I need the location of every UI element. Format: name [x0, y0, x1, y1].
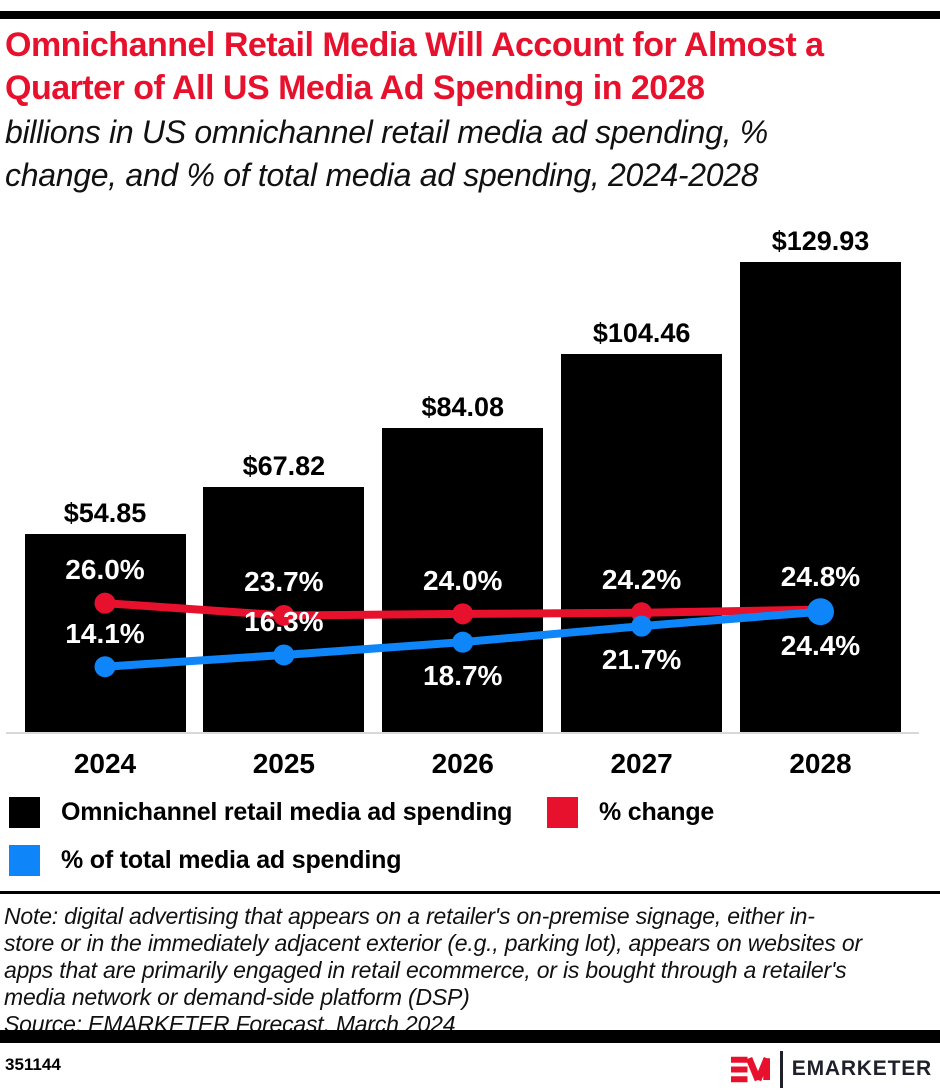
chart-title: Omnichannel Retail Media Will Account fo…	[5, 24, 824, 110]
legend-label: % of total media ad spending	[61, 846, 402, 874]
pct-change-label-2028: 24.8%	[780, 560, 861, 592]
footer-rule	[0, 1030, 940, 1043]
legend-swatch-blue	[9, 845, 40, 876]
top-rule	[0, 11, 940, 19]
pct-change-point-2025	[273, 604, 295, 626]
legend-label: % change	[599, 798, 715, 826]
bar-2024	[24, 534, 186, 733]
emarketer-monogram-icon	[730, 1056, 770, 1082]
pct-of-total-label-2028: 24.4%	[780, 629, 861, 661]
bar-value-label: $54.85	[63, 498, 147, 529]
pct-change-label-2026: 24.0%	[423, 564, 503, 596]
pct-of-total-label-2026: 18.7%	[423, 660, 503, 692]
pct-change-point-2024	[94, 592, 116, 614]
x-axis-label-2024: 2024	[73, 748, 137, 779]
pct-of-total-label-2024: 14.1%	[65, 617, 145, 649]
pct-of-total-label-2025: 16.3%	[244, 605, 324, 637]
bar-value-label: $84.08	[421, 392, 505, 423]
chart-number: 351144	[5, 1055, 61, 1074]
legend-item-pct-change: % change	[547, 797, 714, 828]
chart-area: $54.85 $67.82 $84.08 $104.46 $129.93 26.0% 23.…	[0, 210, 940, 790]
pct-of-total-point-2028	[807, 598, 834, 626]
pct-of-total-point-2024	[94, 656, 116, 678]
note-line: store or in the immediately adjacent ext…	[4, 930, 862, 956]
note-line: Note: digital advertising that appears o…	[4, 903, 815, 929]
brand-name: EMARKETER	[791, 1057, 932, 1080]
chart-subtitle-line-2: change, and % of total media ad spending…	[5, 157, 759, 193]
pct-change-label-2027: 24.2%	[601, 563, 682, 595]
pct-change-label-2024: 26.0%	[65, 554, 145, 586]
legend-swatch-red	[547, 797, 578, 828]
x-axis-line	[6, 732, 919, 734]
pct-of-total-point-2026	[452, 631, 474, 653]
legend: Omnichannel retail media ad spending % c…	[9, 797, 931, 882]
bar-value-label: $104.46	[592, 318, 691, 349]
note-line: media network or demand-side platform (D…	[4, 984, 470, 1010]
bar-2028	[740, 262, 901, 733]
bar-2027	[561, 354, 723, 733]
legend-item-pct-of-total: % of total media ad spending	[9, 845, 401, 876]
bar-2026	[382, 428, 544, 733]
brand-logo: EMARKETER	[730, 1050, 932, 1088]
pct-of-total-point-2027	[631, 615, 653, 637]
legend-item-bar-series: Omnichannel retail media ad spending	[9, 797, 512, 828]
x-axis-label-2028: 2028	[789, 748, 852, 779]
pct-change-point-2026	[452, 603, 474, 625]
chart-title-line-1: Omnichannel Retail Media Will Account fo…	[5, 26, 824, 64]
bar-value-label: $129.93	[771, 226, 870, 256]
chart-title-line-2: Quarter of All US Media Ad Spending in 2…	[5, 69, 705, 107]
logo-divider	[779, 1050, 783, 1088]
pct-of-total-label-2027: 21.7%	[601, 644, 682, 676]
note-line: apps that are primarily engaged in retai…	[4, 957, 847, 983]
legend-label: Omnichannel retail media ad spending	[61, 798, 513, 826]
note-block: Note: digital advertising that appears o…	[0, 891, 940, 1038]
pct-of-total-point-2025	[273, 644, 295, 666]
bar-value-label: $67.82	[242, 451, 326, 482]
x-axis-label-2026: 2026	[431, 748, 494, 779]
legend-swatch-black	[9, 797, 40, 828]
line-overlay	[94, 592, 834, 678]
x-axis-label-2027: 2027	[610, 748, 673, 779]
chart-subtitle-line-1: billions in US omnichannel retail media …	[5, 114, 768, 150]
x-axis-label-2025: 2025	[252, 748, 316, 779]
chart-subtitle: billions in US omnichannel retail media …	[5, 111, 768, 197]
pct-change-label-2025: 23.7%	[244, 566, 324, 598]
